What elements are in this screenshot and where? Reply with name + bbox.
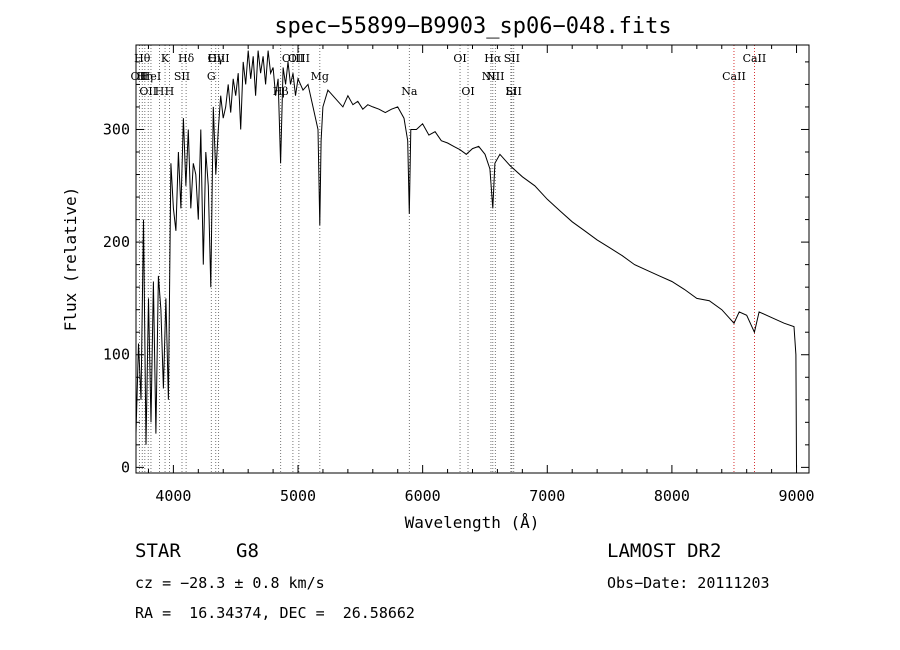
- x-tick-label: 4000: [155, 487, 191, 505]
- y-axis-label: Flux (relative): [61, 187, 80, 332]
- x-tick-label: 7000: [529, 487, 565, 505]
- spectral-line-label-upper: OIII: [282, 52, 304, 65]
- x-tick-label: 6000: [405, 487, 441, 505]
- x-tick-label: 9000: [778, 487, 814, 505]
- spectral-line-label-lower: Na: [401, 85, 418, 98]
- spectral-line-label-lower: SII: [506, 85, 522, 98]
- spectral-subclass: G8: [236, 540, 259, 562]
- x-axis-label: Wavelength (Å): [405, 513, 540, 532]
- spectral-line-label-lower: OII: [131, 70, 149, 83]
- spectral-line-label-lower: HeI: [141, 70, 161, 83]
- spectrum-line: [135, 50, 797, 468]
- spectral-line-label-upper: OI: [453, 52, 466, 65]
- spectral-line-label-lower: H: [165, 85, 175, 98]
- spectral-line-label-upper: OIII: [208, 52, 230, 65]
- y-tick-label: 300: [103, 120, 130, 138]
- spectral-line-label-upper: Hα: [484, 52, 502, 65]
- spectral-line-label-upper: Hγ: [208, 52, 225, 65]
- y-tick-label: 200: [103, 233, 130, 251]
- survey-name: LAMOST DR2: [607, 540, 722, 562]
- spectral-line-label-lower: OI: [461, 85, 474, 98]
- x-tick-label: 8000: [654, 487, 690, 505]
- obs-date: Obs−Date: 20111203: [607, 574, 770, 592]
- spectral-line-label-lower: G: [207, 70, 216, 83]
- x-tick-label: 5000: [280, 487, 316, 505]
- spectral-line-label-upper: K: [161, 52, 170, 65]
- object-class: STAR: [135, 540, 181, 562]
- redshift-text: cz = −28.3 ± 0.8 km/s: [135, 574, 325, 592]
- spectral-line-label-lower: H: [155, 85, 165, 98]
- spectral-line-label-lower: NII: [482, 70, 500, 83]
- coordinates: RA = 16.34374, DEC = 26.58662: [135, 604, 415, 622]
- spectral-line-label-upper: OIII: [288, 52, 310, 65]
- spectral-line-label-lower: Hη: [137, 70, 153, 83]
- spectral-line-label-lower: OII: [139, 85, 157, 98]
- spectral-line-label-upper: Hθ: [134, 52, 151, 65]
- plot-frame: [135, 44, 810, 474]
- y-tick-label: 0: [121, 458, 130, 476]
- spectral-line-markers: [138, 45, 755, 473]
- spectral-line-label-lower: CaII: [722, 70, 746, 83]
- spectral-line-label-lower: NII: [486, 70, 504, 83]
- chart-title: spec−55899−B9903_sp06−048.fits: [274, 14, 671, 39]
- spectral-line-label-upper: Hδ: [178, 52, 195, 65]
- y-axis-ticks: 0 100 200 300: [103, 61, 809, 476]
- spectral-line-labels: OIIHθHηOIIHeIHKHSIIHδGHγOIIIHβOIIIOIIIMg…: [131, 52, 767, 98]
- y-tick-label: 100: [103, 346, 130, 364]
- data-layer: [135, 50, 797, 468]
- spectral-line-label-lower: Mg: [311, 70, 329, 83]
- x-axis-ticks: 4000 5000 6000 7000 8000 9000: [147, 45, 815, 505]
- spectral-line-label-lower: Li: [505, 85, 516, 98]
- spectral-line-label-upper: CaII: [743, 52, 767, 65]
- spectral-line-label-lower: SII: [174, 70, 190, 83]
- spectral-line-label-upper: SII: [504, 52, 520, 65]
